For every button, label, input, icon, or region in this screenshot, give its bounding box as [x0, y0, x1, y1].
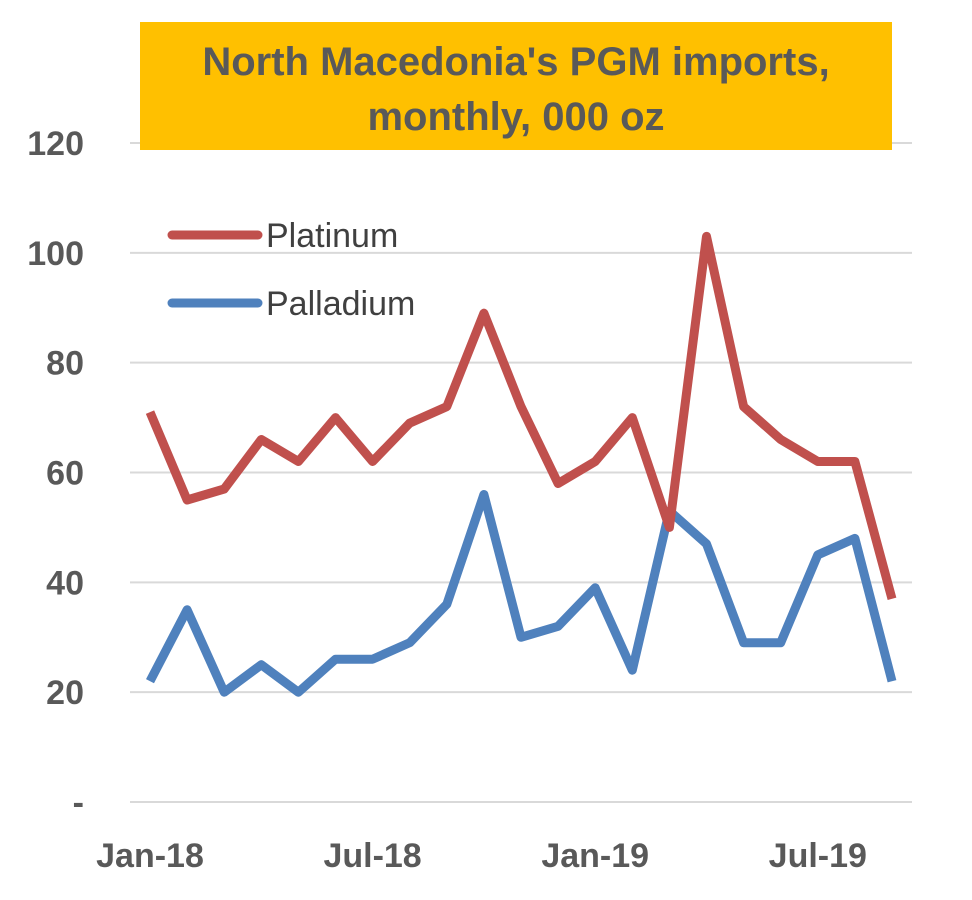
legend-label-palladium: Palladium — [266, 285, 415, 323]
x-axis-tick-labels: Jan-18 Jul-18 Jan-19 Jul-19 — [96, 837, 867, 875]
series-line-palladium — [146, 490, 897, 697]
title-background — [140, 22, 892, 150]
chart-title: North Macedonia's PGM imports, monthly, … — [140, 22, 892, 150]
series-lines — [145, 231, 897, 697]
y-tick-label: 80 — [46, 345, 84, 383]
legend-label-platinum: Platinum — [266, 217, 398, 255]
legend-item-platinum: Platinum — [167, 217, 398, 255]
y-tick-label: 40 — [46, 564, 84, 602]
series-line-platinum — [145, 231, 897, 600]
x-tick-label: Jul-19 — [769, 837, 867, 875]
y-tick-label: 120 — [27, 125, 84, 163]
x-tick-label: Jul-18 — [323, 837, 421, 875]
legend: Platinum Palladium — [167, 217, 415, 323]
y-tick-label: 60 — [46, 455, 84, 493]
gridlines — [130, 142, 912, 803]
x-tick-label: Jan-19 — [541, 837, 649, 875]
y-tick-label: 20 — [46, 674, 84, 712]
legend-item-palladium: Palladium — [167, 285, 415, 323]
title-line-2: monthly, 000 oz — [367, 95, 664, 139]
title-line-1: North Macedonia's PGM imports, — [202, 40, 829, 84]
y-tick-label: 100 — [27, 235, 84, 273]
y-tick-label: - — [73, 784, 84, 822]
x-tick-label: Jan-18 — [96, 837, 204, 875]
y-axis-tick-labels: - 20 40 60 80 100 120 — [27, 125, 84, 822]
